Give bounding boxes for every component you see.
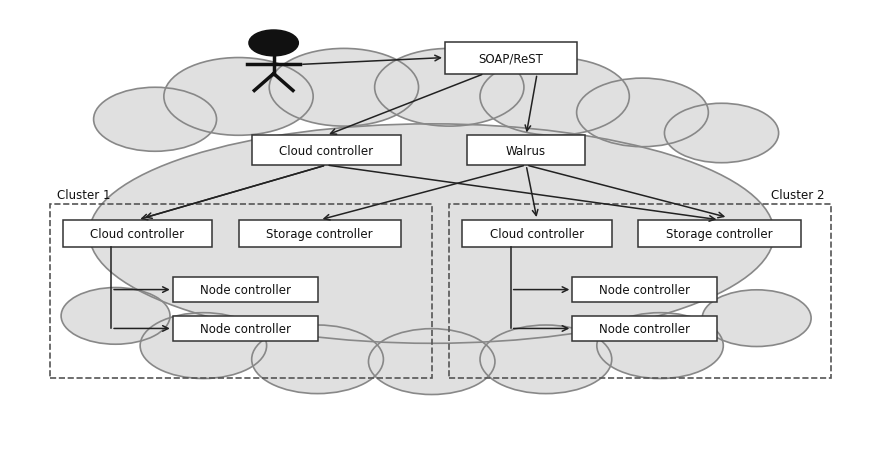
Circle shape	[664, 104, 779, 163]
Text: Cluster 1: Cluster 1	[56, 189, 110, 202]
Text: Walrus: Walrus	[506, 144, 546, 157]
Bar	[573, 316, 717, 341]
Bar	[63, 220, 212, 248]
Bar	[449, 204, 832, 378]
Bar	[173, 316, 317, 341]
Ellipse shape	[89, 124, 774, 343]
Circle shape	[577, 79, 708, 147]
Circle shape	[252, 325, 383, 394]
Text: Cloud controller: Cloud controller	[91, 228, 185, 241]
Bar	[173, 277, 317, 302]
Circle shape	[164, 58, 313, 136]
Circle shape	[61, 288, 170, 344]
Circle shape	[140, 313, 267, 379]
Text: SOAP/ReST: SOAP/ReST	[478, 52, 544, 65]
Text: Node controller: Node controller	[200, 284, 291, 297]
Circle shape	[702, 290, 811, 347]
Bar	[445, 42, 577, 74]
Text: Cloud controller: Cloud controller	[279, 144, 374, 157]
Text: Node controller: Node controller	[200, 322, 291, 335]
Bar	[463, 220, 611, 248]
Circle shape	[368, 329, 495, 395]
Text: Node controller: Node controller	[599, 284, 690, 297]
Bar	[252, 136, 401, 166]
Bar	[638, 220, 801, 248]
Circle shape	[249, 31, 299, 56]
Bar	[239, 220, 401, 248]
Text: Cloud controller: Cloud controller	[490, 228, 584, 241]
Bar	[573, 277, 717, 302]
Circle shape	[270, 49, 418, 127]
Circle shape	[374, 49, 524, 127]
Circle shape	[480, 58, 629, 136]
Bar	[467, 136, 585, 166]
Circle shape	[596, 313, 723, 379]
Text: Node controller: Node controller	[599, 322, 690, 335]
Circle shape	[93, 88, 217, 152]
Circle shape	[480, 325, 611, 394]
Text: Cluster 2: Cluster 2	[771, 189, 825, 202]
Text: Storage controller: Storage controller	[666, 228, 773, 241]
Bar	[49, 204, 432, 378]
Text: Storage controller: Storage controller	[266, 228, 373, 241]
